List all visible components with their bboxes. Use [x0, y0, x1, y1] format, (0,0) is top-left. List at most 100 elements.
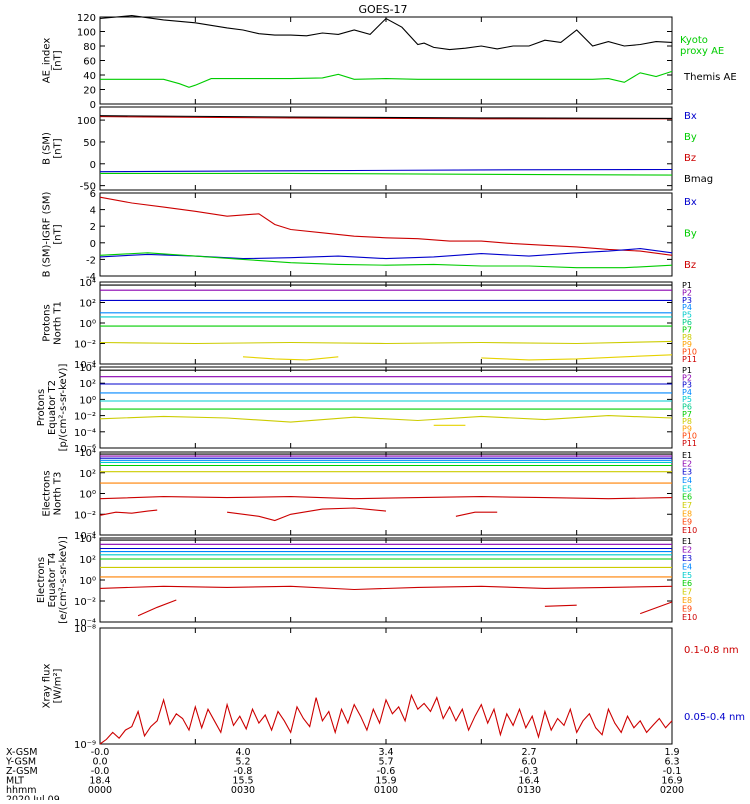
legend-entry: Bz: [684, 260, 696, 271]
x-row-value: -0.3: [520, 766, 539, 777]
y-tick-label: 10⁻⁸: [74, 624, 96, 635]
legend-entry: P11: [682, 355, 697, 364]
y-axis-label: AE_index: [42, 38, 53, 84]
legend-entry: 0.05-0.4 nm: [684, 712, 745, 723]
series-line-protons_t1-6: [99, 340, 673, 345]
legend-entry: P5: [682, 395, 692, 404]
panel-b_sm: -50 0 50 100 B (SM) [nT] Bx By Bz Bmag: [42, 106, 713, 193]
legend-entry: P8: [682, 417, 692, 426]
y-tick-label: -2: [86, 255, 96, 266]
y-axis-label: B (SM)-IGRF (SM): [42, 192, 53, 278]
panel-protons_t1: 10⁻⁴ 10⁻² 10⁰ 10² 10⁴ Protons North T1 P1P2P3P4…: [42, 278, 698, 371]
y-tick-label: 10⁻⁴: [74, 428, 96, 439]
y-tick-label: 10⁻⁴: [74, 531, 96, 542]
legend-entry: P1: [682, 281, 692, 290]
x-row-value: 4.0: [235, 747, 250, 758]
y-tick-label: 10⁴: [79, 363, 96, 374]
x-row-value: -0.0: [91, 747, 110, 758]
y-axis-label: [nT]: [53, 50, 64, 70]
y-tick-label: 10²: [79, 299, 96, 310]
x-row-value: -0.8: [234, 766, 253, 777]
y-tick-label: 40: [83, 71, 96, 82]
legend-entry: E6: [682, 579, 692, 588]
x-row-value: 0130: [517, 785, 541, 796]
y-axis-label: B (SM): [42, 132, 53, 165]
x-row-value: 15.5: [232, 776, 253, 787]
legend-entry: P8: [682, 333, 692, 342]
y-tick-label: 10⁻⁹: [74, 740, 96, 751]
legend-entry: proxy AE: [680, 46, 724, 57]
panel-frame: [99, 451, 673, 536]
y-tick-label: -50: [80, 182, 96, 193]
x-row-value: -0.6: [377, 766, 396, 777]
y-axis-label: Equator T4: [47, 553, 58, 608]
panel-electrons_t4: 10⁻⁴ 10⁻² 10⁰ 10² 10⁴ Electrons Equator T4 [e/(…: [36, 534, 697, 629]
y-tick-label: 20: [83, 86, 96, 97]
x-row-value: 0100: [374, 785, 398, 796]
x-row-value: 16.4: [518, 776, 539, 787]
x-row-label: Y-GSM: [5, 757, 36, 768]
y-tick-label: -4: [86, 272, 96, 283]
y-tick-label: 10⁴: [79, 278, 96, 289]
y-tick-label: 6: [90, 189, 96, 200]
legend-entry: E2: [682, 545, 692, 554]
panel-electrons_t3: 10⁻⁴ 10⁻² 10⁰ 10² 10⁴ Electrons North T3 E1E2E3…: [42, 448, 698, 542]
panel-frame: [99, 281, 673, 365]
series-line-b_igrf-1: [99, 248, 673, 260]
legend-entry: P10: [682, 432, 697, 441]
x-row-value: 6.3: [664, 757, 679, 768]
y-tick-label: 100: [77, 28, 96, 39]
y-axis-label: Protons: [42, 304, 53, 341]
series-line-ae-1: [100, 70, 673, 88]
y-tick-label: 10⁻²: [74, 340, 96, 351]
legend-entry: P2: [682, 373, 692, 382]
legend-entry: E1: [682, 537, 692, 546]
series-line-electrons_t4-8: [99, 585, 673, 591]
series-line-electrons_t3-10: [227, 507, 387, 522]
legend-entry: By: [684, 229, 697, 240]
y-tick-label: 10²: [79, 555, 96, 566]
legend-entry: P11: [682, 439, 697, 448]
y-axis-label: Protons: [36, 389, 47, 426]
legend-entry: P9: [682, 340, 692, 349]
panel-frame: [99, 627, 673, 745]
y-tick-label: 100: [77, 116, 96, 127]
legend-entry: P6: [682, 403, 692, 412]
legend-entry: P4: [682, 303, 692, 312]
x-row-value: 0200: [660, 785, 684, 796]
y-axis-label: [nT]: [53, 138, 64, 158]
y-tick-label: 120: [77, 13, 96, 24]
y-tick-label: 10⁴: [79, 448, 96, 459]
x-row-value: 1.9: [664, 747, 679, 758]
y-tick-label: 2: [90, 222, 96, 233]
x-row-label: Z-GSM: [6, 766, 38, 777]
x-row-value: 0.0: [92, 757, 107, 768]
legend-entry: P9: [682, 424, 692, 433]
y-tick-label: 10⁰: [79, 319, 96, 330]
legend-entry: P6: [682, 318, 692, 327]
x-row-value: 15.9: [375, 776, 396, 787]
y-tick-label: 10⁻⁴: [74, 360, 96, 371]
y-tick-label: 10⁰: [79, 490, 96, 501]
series-line-electrons_t3-11: [455, 511, 498, 517]
series-line-electrons_t4-11: [640, 601, 673, 615]
panel-protons_t2: 10⁻⁶ 10⁻⁴ 10⁻² 10⁰ 10² 10⁴ Protons Equator T2 [p…: [36, 363, 697, 455]
y-tick-label: 10⁻²: [74, 412, 96, 423]
legend-entry: E2: [682, 459, 692, 468]
y-tick-label: 10⁰: [79, 395, 96, 406]
x-row-label: X-GSM: [6, 747, 37, 758]
x-row-value: 3.4: [378, 747, 393, 758]
legend-entry: E10: [682, 526, 697, 535]
y-tick-label: 0: [90, 100, 96, 111]
y-tick-label: 10²: [79, 379, 96, 390]
legend-entry: P10: [682, 348, 697, 357]
series-line-b_igrf-0: [99, 196, 673, 256]
y-tick-label: 0: [90, 160, 96, 171]
legend-entry: E3: [682, 468, 692, 477]
y-tick-label: 10⁻⁴: [74, 618, 96, 629]
x-row-value: 5.2: [235, 757, 250, 768]
y-axis-label: North T3: [53, 472, 64, 516]
x-row-value: 0000: [88, 785, 112, 796]
